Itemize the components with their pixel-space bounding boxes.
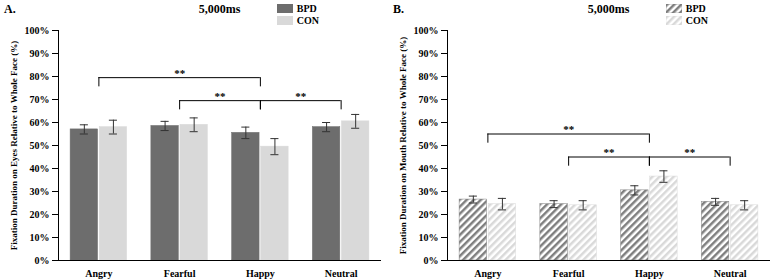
svg-text:Fixation Duration on Eyes Rela: Fixation Duration on Eyes Relative to Wh… xyxy=(9,41,19,250)
html-text:BPD: BPD xyxy=(685,2,706,14)
svg-text:60%: 60% xyxy=(30,117,50,128)
svg-text:80%: 80% xyxy=(30,71,50,82)
svg-text:20%: 20% xyxy=(419,209,439,220)
svg-text:90%: 90% xyxy=(30,48,50,59)
svg-text:70%: 70% xyxy=(419,94,439,105)
svg-text:30%: 30% xyxy=(30,186,50,197)
svg-text:Fearful: Fearful xyxy=(164,268,196,279)
svg-text:0%: 0% xyxy=(35,255,50,266)
svg-text:40%: 40% xyxy=(30,163,50,174)
html-text:A.: A. xyxy=(4,2,16,16)
svg-text:100%: 100% xyxy=(414,25,439,36)
svg-text:80%: 80% xyxy=(419,71,439,82)
svg-text:40%: 40% xyxy=(419,163,439,174)
html-text:B.: B. xyxy=(393,2,404,16)
svg-text:Fixation Duration on Mouth Rel: Fixation Duration on Mouth Relative to W… xyxy=(398,37,408,254)
svg-text:10%: 10% xyxy=(419,232,439,243)
svg-text:60%: 60% xyxy=(419,117,439,128)
svg-text:Angry: Angry xyxy=(474,268,501,279)
svg-text:0%: 0% xyxy=(424,255,439,266)
svg-text:**: ** xyxy=(563,123,575,135)
svg-text:100%: 100% xyxy=(25,25,50,36)
html-text:CON: CON xyxy=(296,14,319,26)
svg-text:Angry: Angry xyxy=(85,268,112,279)
html-text:5,000ms: 5,000ms xyxy=(198,2,241,16)
svg-text:30%: 30% xyxy=(419,186,439,197)
svg-text:70%: 70% xyxy=(30,94,50,105)
svg-text:Neutral: Neutral xyxy=(714,268,747,279)
svg-text:Fearful: Fearful xyxy=(553,268,585,279)
svg-text:50%: 50% xyxy=(419,140,439,151)
html-text:BPD: BPD xyxy=(296,2,317,14)
svg-text:20%: 20% xyxy=(30,209,50,220)
svg-text:**: ** xyxy=(295,90,307,102)
svg-text:Neutral: Neutral xyxy=(325,268,358,279)
svg-text:**: ** xyxy=(684,146,696,158)
html-text:5,000ms: 5,000ms xyxy=(587,2,630,16)
svg-text:**: ** xyxy=(604,146,616,158)
svg-text:**: ** xyxy=(174,67,186,79)
svg-text:90%: 90% xyxy=(419,48,439,59)
svg-text:Happy: Happy xyxy=(246,268,275,279)
svg-text:**: ** xyxy=(215,90,227,102)
html-text:CON: CON xyxy=(685,14,708,26)
svg-text:50%: 50% xyxy=(30,140,50,151)
svg-text:10%: 10% xyxy=(30,232,50,243)
svg-text:Happy: Happy xyxy=(635,268,664,279)
